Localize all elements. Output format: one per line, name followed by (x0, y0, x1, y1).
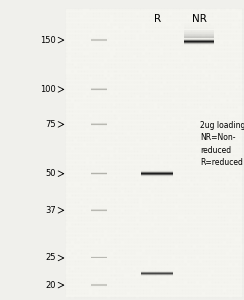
Text: 75: 75 (45, 120, 56, 129)
Text: 150: 150 (40, 36, 56, 45)
FancyBboxPatch shape (184, 36, 214, 37)
Text: NR: NR (192, 14, 207, 23)
FancyBboxPatch shape (184, 37, 214, 38)
FancyBboxPatch shape (184, 32, 214, 33)
Text: 100: 100 (40, 85, 56, 94)
FancyBboxPatch shape (184, 33, 214, 34)
FancyBboxPatch shape (184, 34, 214, 35)
Text: 20: 20 (46, 280, 56, 290)
Text: 37: 37 (45, 206, 56, 215)
FancyBboxPatch shape (184, 35, 214, 36)
Text: 25: 25 (46, 254, 56, 262)
FancyBboxPatch shape (66, 9, 242, 297)
Text: 50: 50 (46, 169, 56, 178)
Text: R: R (154, 14, 161, 23)
Text: 2ug loading
NR=Non-
reduced
R=reduced: 2ug loading NR=Non- reduced R=reduced (200, 121, 244, 167)
